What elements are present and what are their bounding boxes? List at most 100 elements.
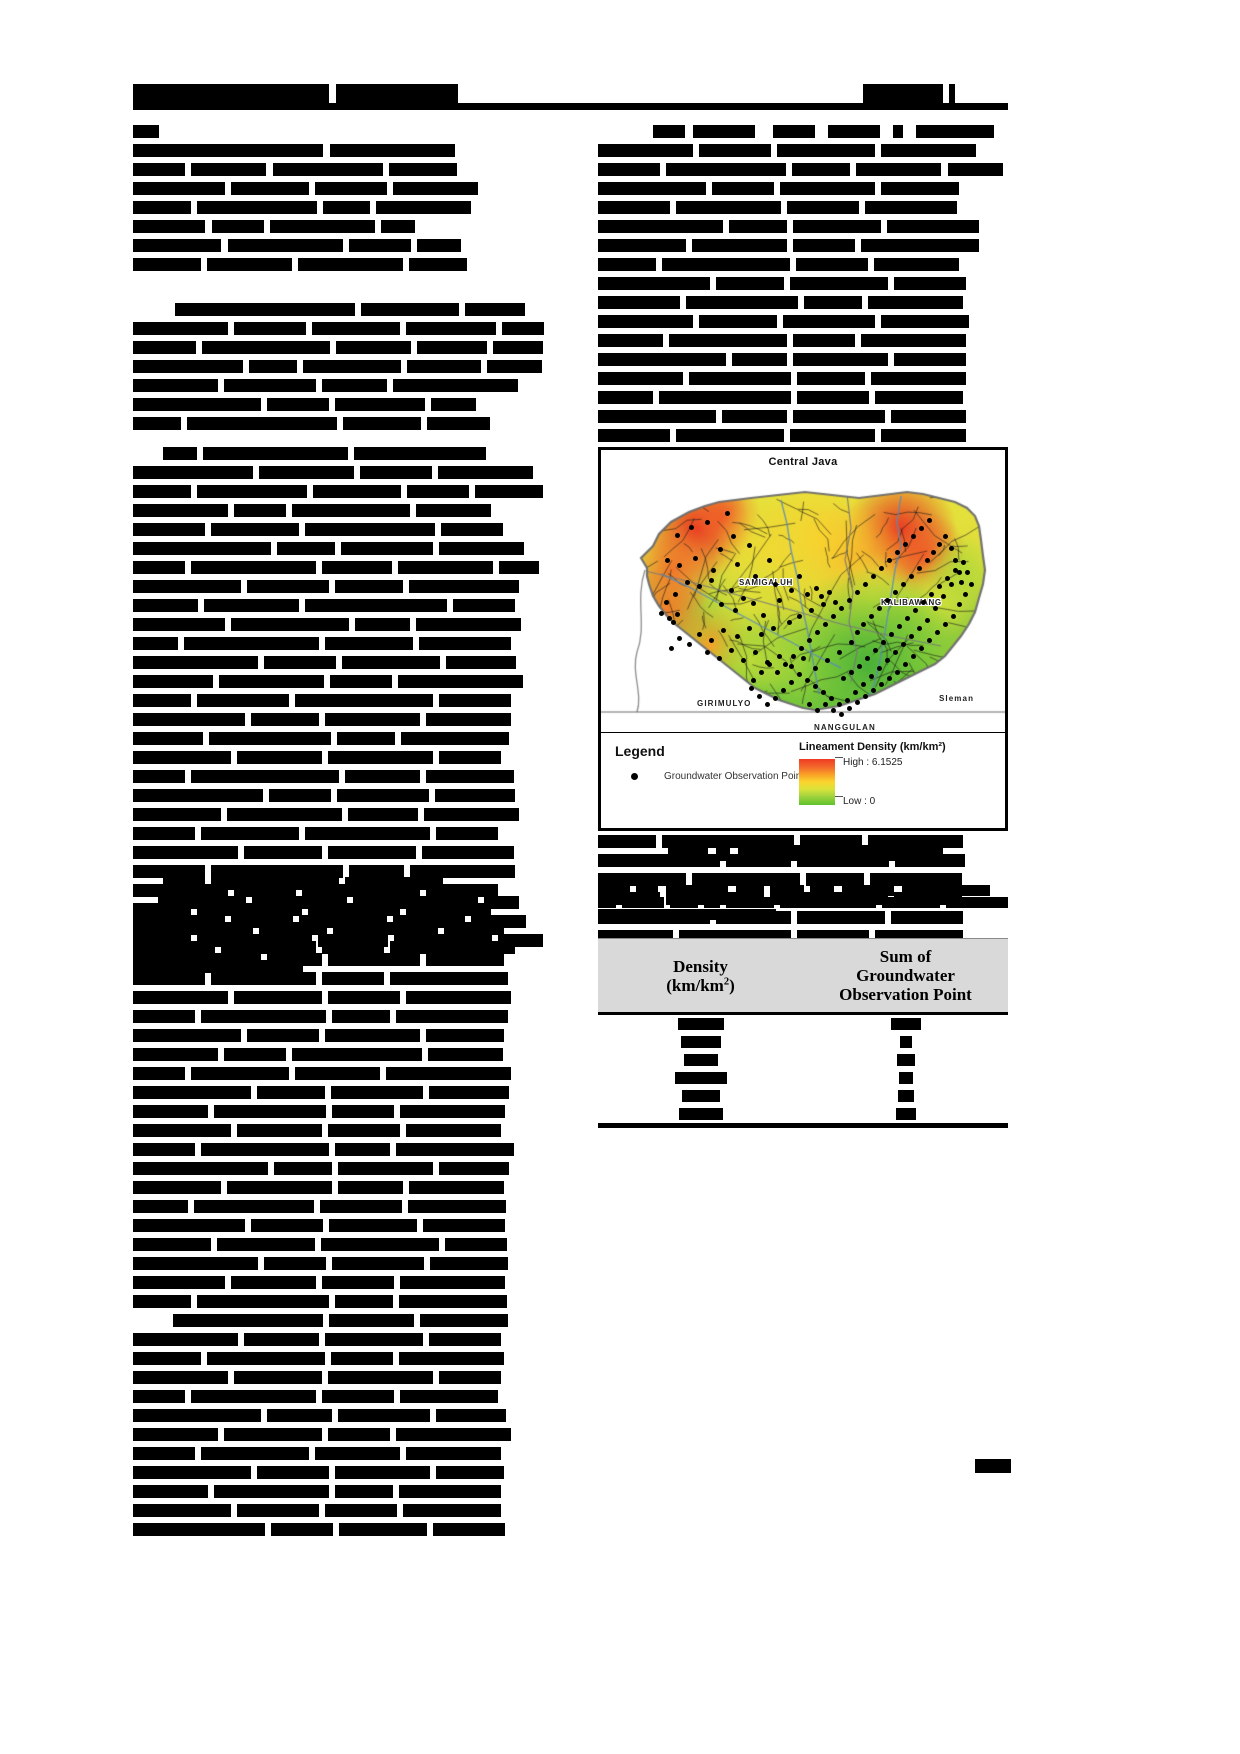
redaction-bar xyxy=(219,675,324,688)
redaction-bar xyxy=(345,877,443,890)
redaction-bar xyxy=(133,599,198,612)
redacted-line xyxy=(133,447,545,460)
observation-point-dot xyxy=(749,686,754,691)
redaction-bar xyxy=(133,466,253,479)
redaction-bar xyxy=(353,896,478,909)
redaction-bar xyxy=(194,1200,314,1213)
observation-point-dot xyxy=(909,574,914,579)
redaction-bar xyxy=(716,845,730,861)
observation-point-dot xyxy=(837,650,842,655)
redaction-bar xyxy=(498,934,543,947)
redaction-bar xyxy=(401,732,509,745)
redaction-bar xyxy=(264,1257,326,1270)
redaction-bar xyxy=(313,485,401,498)
redaction-bar xyxy=(133,542,271,555)
redacted-line xyxy=(133,637,545,650)
redaction-bar xyxy=(330,144,455,157)
redacted-line xyxy=(133,398,545,411)
redaction-bar xyxy=(598,429,670,442)
sum-header-line3: Observation Point xyxy=(839,985,972,1005)
redaction-bar xyxy=(343,417,421,430)
redaction-bar xyxy=(416,618,521,631)
redaction-bar xyxy=(780,182,875,195)
redaction-bar xyxy=(439,1162,509,1175)
redaction-bar xyxy=(204,599,299,612)
legend-point-label: Groundwater Observation Point xyxy=(664,771,805,782)
redaction-bar xyxy=(133,485,191,498)
redaction-bar xyxy=(361,303,459,316)
redaction-bar xyxy=(273,163,383,176)
redaction-bar xyxy=(325,713,420,726)
redaction-bar xyxy=(231,915,293,928)
redaction-bar xyxy=(471,915,526,928)
observation-point-dot xyxy=(927,518,932,523)
observation-point-dot xyxy=(799,646,804,651)
redaction-bar xyxy=(423,1219,505,1232)
observation-point-dot xyxy=(889,632,894,637)
redacted-line xyxy=(133,915,545,928)
redaction-bar xyxy=(426,884,498,897)
redaction-bar xyxy=(244,1333,319,1346)
redaction-bar xyxy=(264,656,336,669)
observation-point-dot xyxy=(717,656,722,661)
redaction-bar xyxy=(312,322,400,335)
redaction-bar xyxy=(133,1295,191,1308)
observation-point-dot xyxy=(901,642,906,647)
redacted-line xyxy=(133,1257,545,1270)
redaction-bar xyxy=(207,258,292,271)
redacted-line xyxy=(133,258,545,271)
redaction-bar xyxy=(389,163,457,176)
page-number xyxy=(975,1459,1011,1475)
redaction-bar xyxy=(328,751,433,764)
observation-point-dot xyxy=(919,646,924,651)
redaction-bar xyxy=(422,846,514,859)
redaction-bar xyxy=(197,694,289,707)
redaction-bar xyxy=(598,277,710,290)
redaction-bar xyxy=(323,201,370,214)
redaction-bar xyxy=(322,561,392,574)
observation-point-dot xyxy=(733,608,738,613)
redaction-bar xyxy=(331,1086,423,1099)
redaction-bar xyxy=(394,934,492,947)
redaction-bar xyxy=(133,732,203,745)
redaction-bar xyxy=(426,770,514,783)
map-label-nanggulan: NANGGULAN xyxy=(814,723,876,732)
observation-point-dot xyxy=(953,568,958,573)
redaction-bar xyxy=(409,1181,504,1194)
redaction-bar xyxy=(345,770,420,783)
observation-point-dot xyxy=(881,640,886,645)
redacted-line xyxy=(598,277,1008,290)
redaction-bar xyxy=(133,656,258,669)
redaction-bar xyxy=(396,1428,511,1441)
redaction-bar xyxy=(400,1390,498,1403)
redaction-bar xyxy=(430,1257,508,1270)
observation-point-dot xyxy=(911,534,916,539)
redaction-bar xyxy=(133,125,159,138)
redaction-bar xyxy=(431,398,476,411)
redaction-bar xyxy=(598,372,683,385)
redaction-bar xyxy=(133,1181,221,1194)
redaction-bar xyxy=(598,873,686,886)
redaction-bar xyxy=(315,1447,400,1460)
observation-point-dot xyxy=(933,606,938,611)
redaction-bar xyxy=(337,732,395,745)
redaction-bar xyxy=(445,1238,507,1251)
observation-point-dot xyxy=(735,562,740,567)
observation-point-dot xyxy=(857,664,862,669)
redacted-line xyxy=(133,1276,545,1289)
redacted-line xyxy=(598,201,1008,214)
redaction-bar xyxy=(887,220,979,233)
redacted-line xyxy=(133,1010,545,1023)
observation-point-dot xyxy=(801,656,806,661)
redaction-bar xyxy=(410,865,515,878)
redaction-bar xyxy=(257,1466,329,1479)
redaction-bar xyxy=(237,1124,322,1137)
redaction-bar xyxy=(133,1390,185,1403)
observation-point-dot xyxy=(687,642,692,647)
redaction-bar xyxy=(133,1162,268,1175)
redaction-bar xyxy=(692,239,787,252)
redaction-bar xyxy=(227,808,342,821)
header-rule xyxy=(133,103,1008,110)
redaction-bar xyxy=(868,835,963,848)
redaction-bar xyxy=(325,1333,423,1346)
